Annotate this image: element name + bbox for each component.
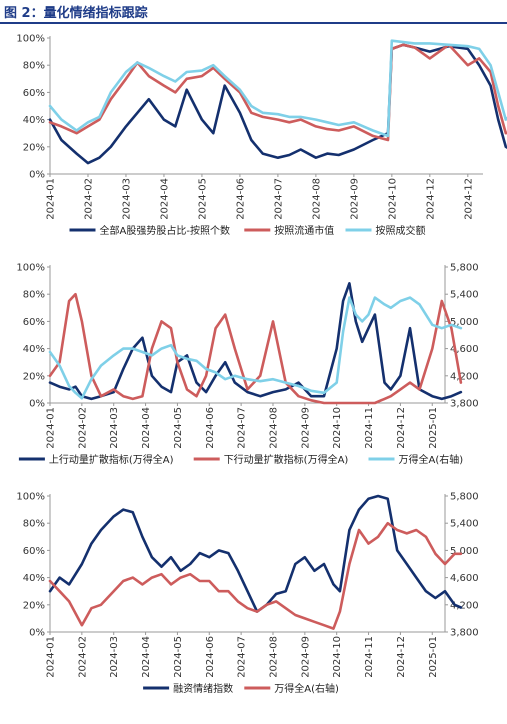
chart2-y-tick-label: 0%: [29, 399, 45, 410]
chart1-y-tick-label: 40%: [23, 115, 45, 126]
chart-1-svg: 0% 20% 40% 60% 80% 100% 2024-01 2024-02 2024-03 2…: [16, 34, 507, 237]
chart-3-svg: 0% 20% 40% 60% 80% 100% 3,800 4,200 4,600 5,000 5,…: [16, 492, 479, 696]
chart1-x-tick-label: 2024-08: [311, 178, 322, 220]
chart1-series-1-line: [48, 43, 507, 165]
chart2-x-tick-label: 2024-12: [396, 407, 407, 449]
chart2-x-tick-label: 2024-03: [109, 407, 120, 449]
chart3-x-tick-label: 2024-06: [205, 636, 216, 678]
chart2-x-tick-label: 2025-01: [428, 407, 439, 449]
chart2-x-tick-label: 2024-07: [237, 407, 248, 449]
chart3-x-tick-label: 2024-02: [77, 636, 88, 678]
title-divider: [0, 22, 507, 24]
chart-momentum-diffusion: 0% 20% 40% 60% 80% 100% 3,800 4,200 4,600 5,000 5,…: [0, 255, 507, 477]
chart3-x-tick-label: 2024-01: [46, 636, 57, 678]
chart1-x-tick-label: 2024-10: [387, 178, 398, 220]
chart-financing-sentiment: 0% 20% 40% 60% 80% 100% 3,800 4,200 4,600 5,000 5,…: [0, 484, 507, 706]
chart1-x-tick-label: 2024-12: [463, 178, 474, 220]
chart2-legend-label-2: 下行动量扩散指标(万得全A): [224, 453, 349, 466]
chart1-legend-label-1: 全部A股强势股占比-按照个数: [100, 224, 230, 237]
chart2-series-1-line: [48, 281, 463, 401]
chart3-y-tick-label: 20%: [23, 600, 45, 611]
chart2-x-tick-label: 2024-06: [205, 407, 216, 449]
chart3-y2-tick-label: 5,800: [450, 492, 479, 503]
chart3-y2-tick-label: 5,000: [450, 546, 479, 557]
chart3-legend-label-1: 融资情绪指数: [173, 682, 233, 695]
chart2-x-tick-label: 2024-02: [77, 407, 88, 449]
figure-title: 图 2：量化情绪指标跟踪: [4, 6, 148, 21]
chart2-legend-label-3: 万得全A(右轴): [399, 453, 464, 466]
chart-2-svg: 0% 20% 40% 60% 80% 100% 3,800 4,200 4,600 5,000 5,…: [16, 263, 479, 467]
chart1-x-tick-label: 2024-03: [121, 178, 132, 220]
chart2-y-tick-label: 100%: [16, 263, 45, 274]
chart2-x-tick-label: 2024-08: [268, 407, 279, 449]
chart3-x-tick-label: 2024-08: [268, 636, 279, 678]
chart3-y2-tick-label: 5,400: [450, 519, 479, 530]
chart2-x-tick-label: 2024-11: [364, 407, 375, 449]
chart3-series-2-line: [48, 521, 463, 630]
chart3-x-tick-label: 2024-12: [396, 636, 407, 678]
chart2-series-3-line: [48, 296, 463, 400]
chart3-y-tick-label: 100%: [16, 492, 45, 503]
chart2-y-tick-label: 60%: [23, 317, 45, 328]
chart3-x-tick-label: 2024-10: [332, 636, 343, 678]
chart2-y-tick-label: 20%: [23, 371, 45, 382]
chart2-y2-tick-label: 4,600: [450, 344, 479, 355]
chart3-legend-label-2: 万得全A(右轴): [274, 682, 339, 695]
chart1-legend-label-3: 按照成交额: [376, 224, 426, 237]
chart1-y-tick-label: 80%: [23, 61, 45, 72]
chart3-y2-tick-label: 3,800: [450, 628, 479, 639]
chart2-x-tick-label: 2024-05: [173, 407, 184, 449]
chart2-x-tick-label: 2024-09: [300, 407, 311, 449]
chart2-y2-tick-label: 5,400: [450, 290, 479, 301]
chart3-y-tick-label: 80%: [23, 519, 45, 530]
chart2-legend-label-1: 上行动量扩散指标(万得全A): [49, 453, 174, 466]
chart1-x-tick-label: 2024-05: [197, 178, 208, 220]
chart2-y2-tick-label: 3,800: [450, 399, 479, 410]
chart1-x-tick-label: 2024-01: [46, 178, 57, 220]
chart3-y2-tick-label: 4,600: [450, 573, 479, 584]
chart3-y-tick-label: 0%: [29, 628, 45, 639]
chart1-legend-label-2: 按照流通市值: [274, 224, 334, 237]
chart3-y-tick-label: 60%: [23, 546, 45, 557]
chart2-x-tick-label: 2024-04: [141, 407, 152, 449]
chart3-x-tick-label: 2025-01: [428, 636, 439, 678]
chart3-x-tick-label: 2024-04: [141, 636, 152, 678]
chart3-x-tick-label: 2024-11: [364, 636, 375, 678]
chart1-y-tick-label: 0%: [29, 170, 45, 181]
chart-strong-stock-ratio: 0% 20% 40% 60% 80% 100% 2024-01 2024-02 2024-03 2…: [0, 26, 507, 248]
chart1-x-tick-label: 2024-09: [349, 178, 360, 220]
chart2-series-2-line: [48, 292, 463, 405]
chart3-y-tick-label: 40%: [23, 573, 45, 584]
chart2-y2-tick-label: 4,200: [450, 371, 479, 382]
chart1-series-2-line: [48, 43, 507, 142]
chart3-x-tick-label: 2024-09: [300, 636, 311, 678]
chart1-x-tick-label: 2024-02: [83, 178, 94, 220]
chart1-x-tick-label: 2024-06: [235, 178, 246, 220]
chart1-series-3-line: [48, 39, 507, 138]
chart3-x-tick-label: 2024-07: [237, 636, 248, 678]
chart1-y-tick-label: 20%: [23, 142, 45, 153]
chart2-x-tick-label: 2024-01: [46, 407, 57, 449]
chart1-x-tick-label: 2024-04: [159, 178, 170, 220]
chart2-y2-tick-label: 5,000: [450, 317, 479, 328]
chart1-y-tick-label: 60%: [23, 88, 45, 99]
chart2-y-tick-label: 80%: [23, 290, 45, 301]
chart1-y-tick-label: 100%: [16, 34, 45, 45]
chart1-x-tick-label: 2024-12: [425, 178, 436, 220]
chart3-x-tick-label: 2024-03: [109, 636, 120, 678]
chart2-y2-tick-label: 5,800: [450, 263, 479, 274]
chart3-x-tick-label: 2024-05: [173, 636, 184, 678]
chart1-x-tick-label: 2024-07: [273, 178, 284, 220]
chart2-x-tick-label: 2024-10: [332, 407, 343, 449]
chart3-y2-tick-label: 4,200: [450, 600, 479, 611]
chart2-y-tick-label: 40%: [23, 344, 45, 355]
